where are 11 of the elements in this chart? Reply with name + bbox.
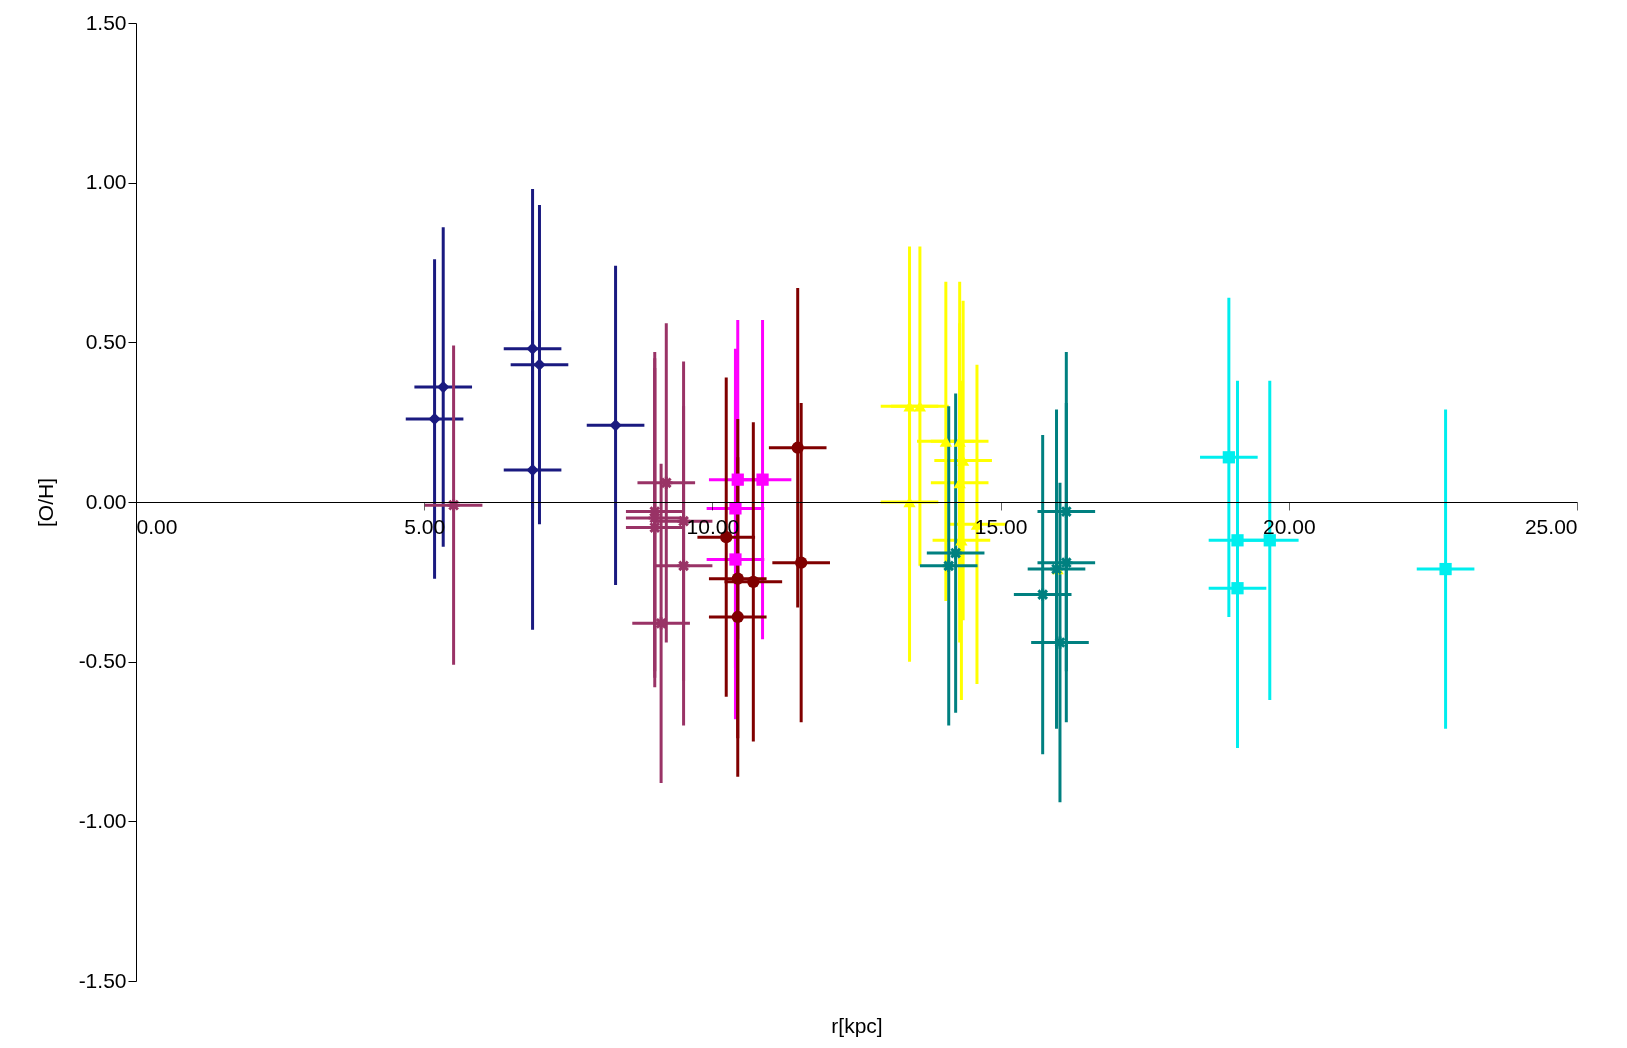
x-tick-label: 0.00	[136, 514, 178, 538]
y-tick-label: -1.00	[78, 808, 127, 832]
x-tick-label: 25.00	[1524, 514, 1578, 538]
y-tick-label: 1.00	[85, 170, 127, 194]
x-axis-title: r[kpc]	[831, 1013, 883, 1037]
y-tick-label: 1.50	[85, 10, 127, 34]
y-tick-label: 0.00	[85, 489, 127, 513]
y-tick-label: -1.50	[78, 968, 127, 992]
y-tick-label: -0.50	[78, 649, 127, 673]
y-axis-title: [O/H]	[33, 477, 57, 528]
y-tick-label: 0.50	[85, 329, 127, 353]
